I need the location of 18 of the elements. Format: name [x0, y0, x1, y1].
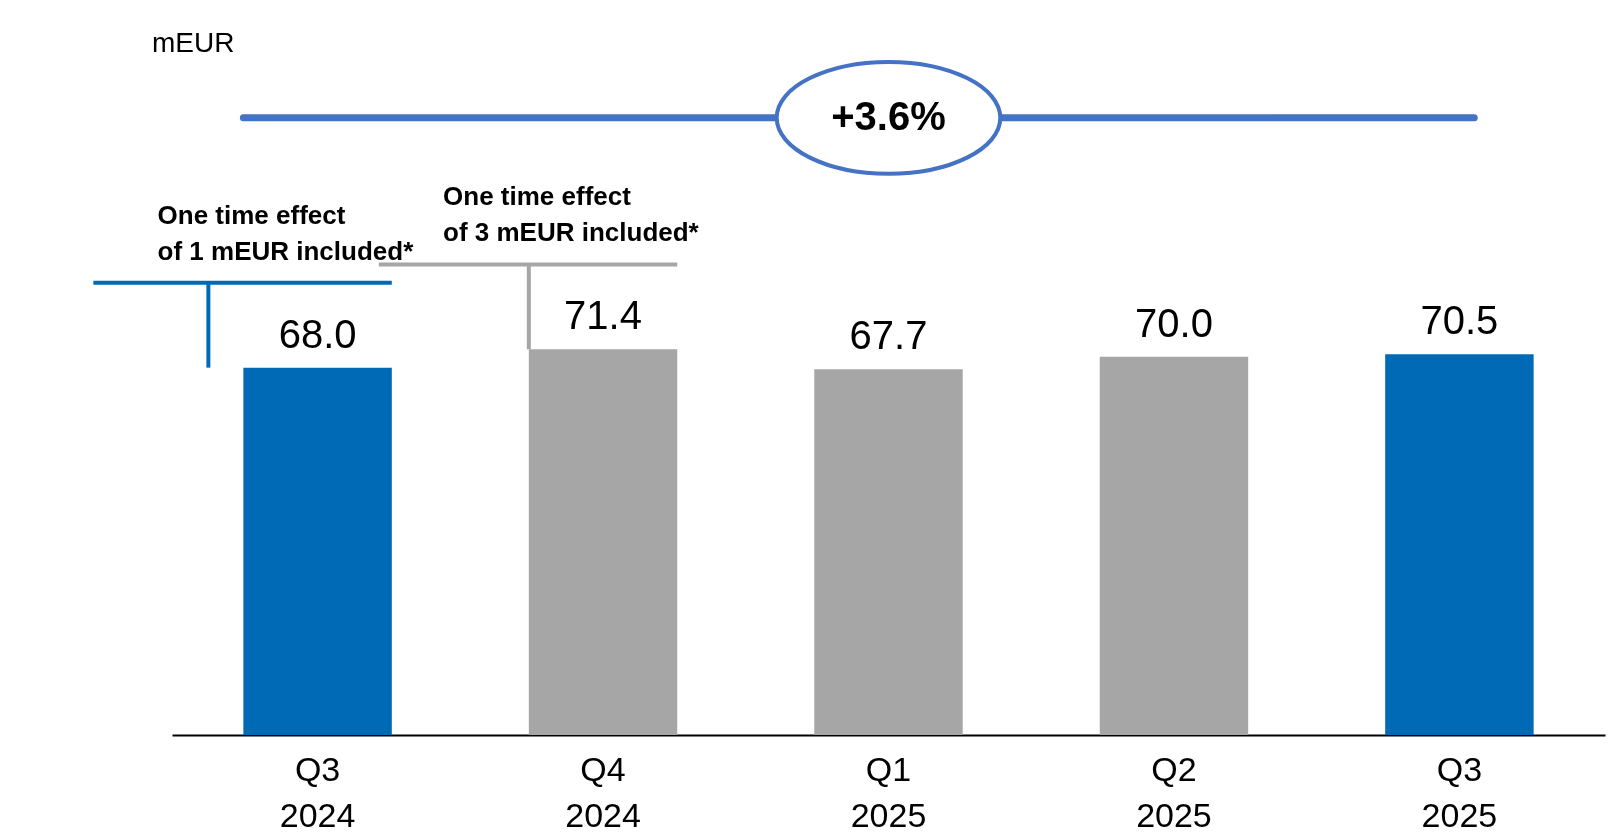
- text: One time effect of 1 mEUR included*: [157, 199, 415, 266]
- data-label: 70.0: [1135, 300, 1213, 345]
- bar: [1099, 356, 1249, 735]
- x-tick-label: Q3 2024: [279, 749, 356, 834]
- bar: [1385, 354, 1534, 735]
- x-tick-label: Q1 2025: [850, 749, 927, 834]
- text: +3.6%: [831, 93, 946, 138]
- data-label: 70.5: [1420, 298, 1499, 343]
- text: mEUR: [152, 27, 235, 58]
- x-tick-label: Q2 2025: [1136, 749, 1212, 834]
- text: One time effect of 3 mEUR included*: [443, 181, 700, 248]
- data-label: 68.0: [278, 311, 357, 356]
- bar: [243, 367, 392, 735]
- bar: [814, 369, 963, 735]
- data-label: 67.7: [849, 313, 928, 358]
- x-tick-label: Q4 2024: [565, 749, 641, 834]
- data-label: 71.4: [564, 293, 642, 338]
- x-tick-label: Q3 2025: [1421, 749, 1498, 834]
